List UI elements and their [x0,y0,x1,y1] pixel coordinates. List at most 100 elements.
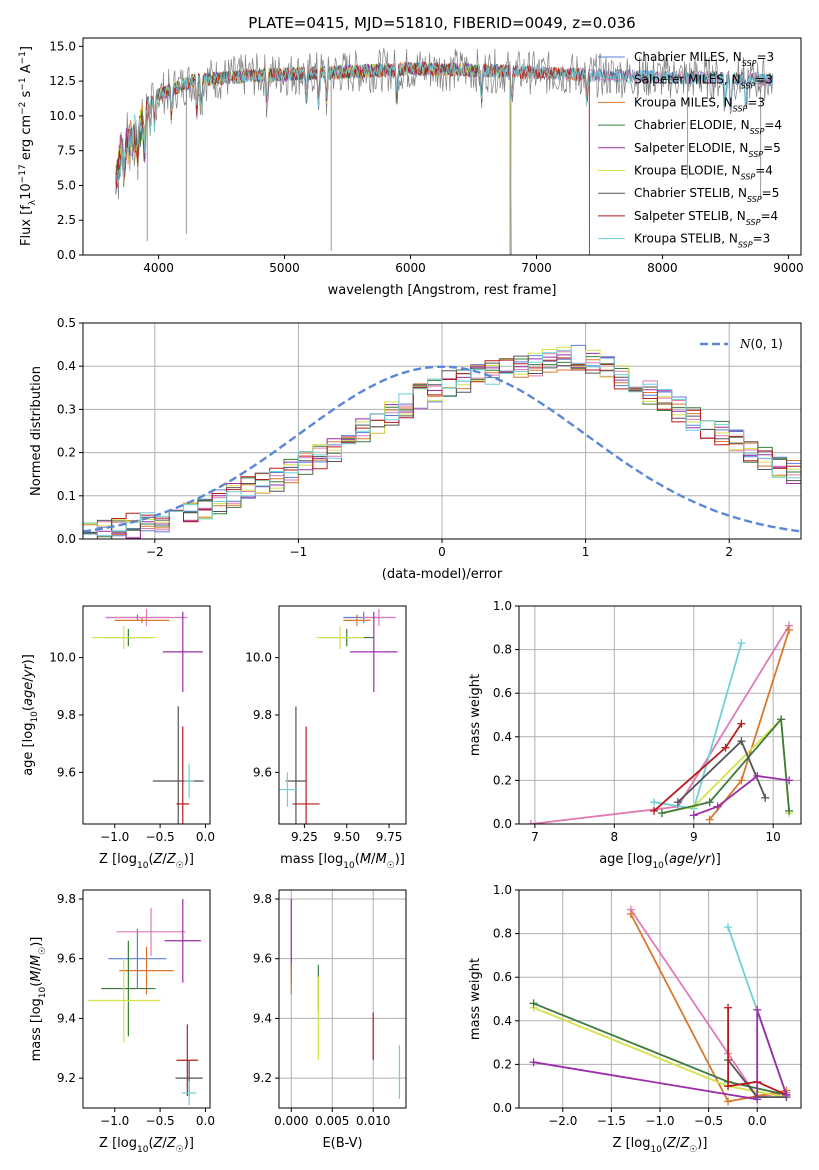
y-tick-label: 0.2 [493,1057,512,1071]
model-spectrum-line [115,61,774,184]
y-tick-label: 5.0 [57,178,76,192]
y-tick-label: 0.4 [493,730,512,744]
x-axis-label: mass [log10(M/M☉)] [280,852,405,871]
axes-frame [518,889,802,1109]
x-tick-label: −2 [146,545,164,559]
x-tick-label: −1.0 [100,1114,129,1128]
x-tick-label: 9.75 [376,830,403,844]
y-tick-label: 9.8 [253,708,272,722]
y-tick-label: 2.5 [57,213,76,227]
x-axis-label: Z [log10(Z/Z☉)] [99,852,194,871]
legend-entry: Salpeter ELODIE, NSSP=5 [634,141,781,159]
y-tick-label: 9.6 [253,765,272,779]
weight-line [727,1007,787,1096]
x-axis-label: (data-model)/error [382,567,503,582]
age-weight-panel: 7 8 9 10 0.0 0.2 0.4 0.6 0.8 1.0 age [log10(age/yr… [468,599,802,871]
axes-frame [518,605,802,825]
residual-histogram [83,344,801,537]
y-tick-label: 9.6 [57,765,76,779]
x-tick-label: 7000 [521,261,552,275]
x-axis-label: wavelength [Angstrom, rest frame] [328,283,557,298]
y-tick-label: 0.8 [493,927,512,941]
plot-area [529,905,791,1106]
y-axis-label: mass weight [468,958,483,1040]
x-tick-label: 9000 [773,261,804,275]
y-tick-label: 0.4 [493,1014,512,1028]
y-tick-label: 0.0 [493,817,512,831]
y-tick-label: 0.4 [57,359,76,373]
x-tick-label: −2.0 [548,1114,577,1128]
plot-area [83,344,801,539]
axes-frame [278,605,407,825]
x-tick-label: 0.0 [748,1114,767,1128]
axes-frame [82,322,802,540]
metallicity-mass-panel: −1.0 −0.5 0.0 9.2 9.4 9.6 9.8 Z [log10(Z/Z☉)] ma… [29,889,215,1155]
x-tick-label: 0.005 [315,1114,349,1128]
legend-entry: Kroupa STELIB, NSSP=3 [634,232,770,250]
y-tick-label: 9.2 [57,1071,76,1085]
metallicity-weight-panel: −2.0 −1.5 −1.0 −0.5 0.0 0.0 0.2 0.4 0.6 0.8 1.0 Z [… [468,883,802,1155]
y-tick-label: 7.5 [57,144,76,158]
residual-histogram [83,349,801,536]
mass-age-panel: 9.25 9.50 9.75 9.6 9.8 10.0 mass [log10(M/M☉)] [245,605,407,871]
x-tick-label: 0.000 [274,1114,308,1128]
residual-histogram-panel: −2 −1 0 1 2 0.0 0.1 0.2 0.3 0.4 0.5 N(0, 1) (data-mo… [29,316,802,582]
weight-line [533,1009,788,1101]
x-tick-label: 6000 [395,261,426,275]
y-tick-label: 9.8 [253,892,272,906]
y-axis-label: mass [log10(M/M☉)] [29,937,48,1062]
plot-area [87,898,203,1106]
y-tick-label: 10.0 [245,651,272,665]
x-tick-label: 0.010 [356,1114,390,1128]
y-tick-label: 0.2 [493,773,512,787]
x-tick-label: 9.50 [333,830,360,844]
axes-frame [82,605,211,825]
axes-frame [82,889,211,1109]
x-axis-label: E(B-V) [322,1136,362,1151]
legend-entry: Salpeter MILES, NSSP=3 [634,73,773,91]
x-tick-label: −1.5 [597,1114,626,1128]
residual-histogram [83,356,801,538]
legend-entry: Chabrier ELODIE, NSSP=4 [634,118,782,136]
y-axis-label: age [log10(age/yr)] [21,654,40,776]
axes-frame [82,37,802,256]
plot-area [115,48,774,255]
y-tick-label: 0.6 [493,686,512,700]
residual-histogram [83,355,801,533]
y-tick-label: 9.8 [57,892,76,906]
y-tick-label: 0.8 [493,643,512,657]
weight-line [661,717,790,814]
axes-frame [278,889,407,1109]
y-tick-label: 9.8 [57,708,76,722]
y-tick-label: 9.2 [253,1071,272,1085]
plot-area [279,608,398,824]
x-tick-label: −1 [290,545,308,559]
y-tick-label: 0.1 [57,489,76,503]
x-tick-label: 2 [725,545,733,559]
plot-area [526,621,794,824]
y-tick-label: 0.0 [57,532,76,546]
y-tick-label: 0.2 [57,446,76,460]
x-tick-label: −1.0 [100,830,129,844]
x-tick-label: −0.5 [146,1114,175,1128]
y-tick-label: 1.0 [493,599,512,613]
y-tick-label: 10.0 [49,109,76,123]
y-tick-label: 0.5 [57,316,76,330]
x-tick-label: 8 [611,830,619,844]
x-axis-label: Z [log10(Z/Z☉)] [613,1136,708,1155]
residual-histogram [83,346,801,527]
plot-area [290,898,401,1100]
x-tick-label: 10 [766,830,781,844]
x-tick-label: 5000 [269,261,300,275]
y-tick-label: 9.6 [253,952,272,966]
legend-entry: Chabrier MILES, NSSP=3 [634,50,774,68]
metallicity-age-panel: −1.0 −0.5 0.0 9.6 9.8 10.0 Z [log10(Z/Z☉)] age … [21,605,215,871]
x-tick-label: 8000 [647,261,678,275]
x-tick-label: 0 [438,545,446,559]
x-tick-label: −1.0 [645,1114,674,1128]
x-tick-label: 0.0 [196,830,215,844]
y-tick-label: 0.6 [493,970,512,984]
y-tick-label: 10.0 [49,651,76,665]
x-axis-label: age [log10(age/yr)] [599,852,721,871]
